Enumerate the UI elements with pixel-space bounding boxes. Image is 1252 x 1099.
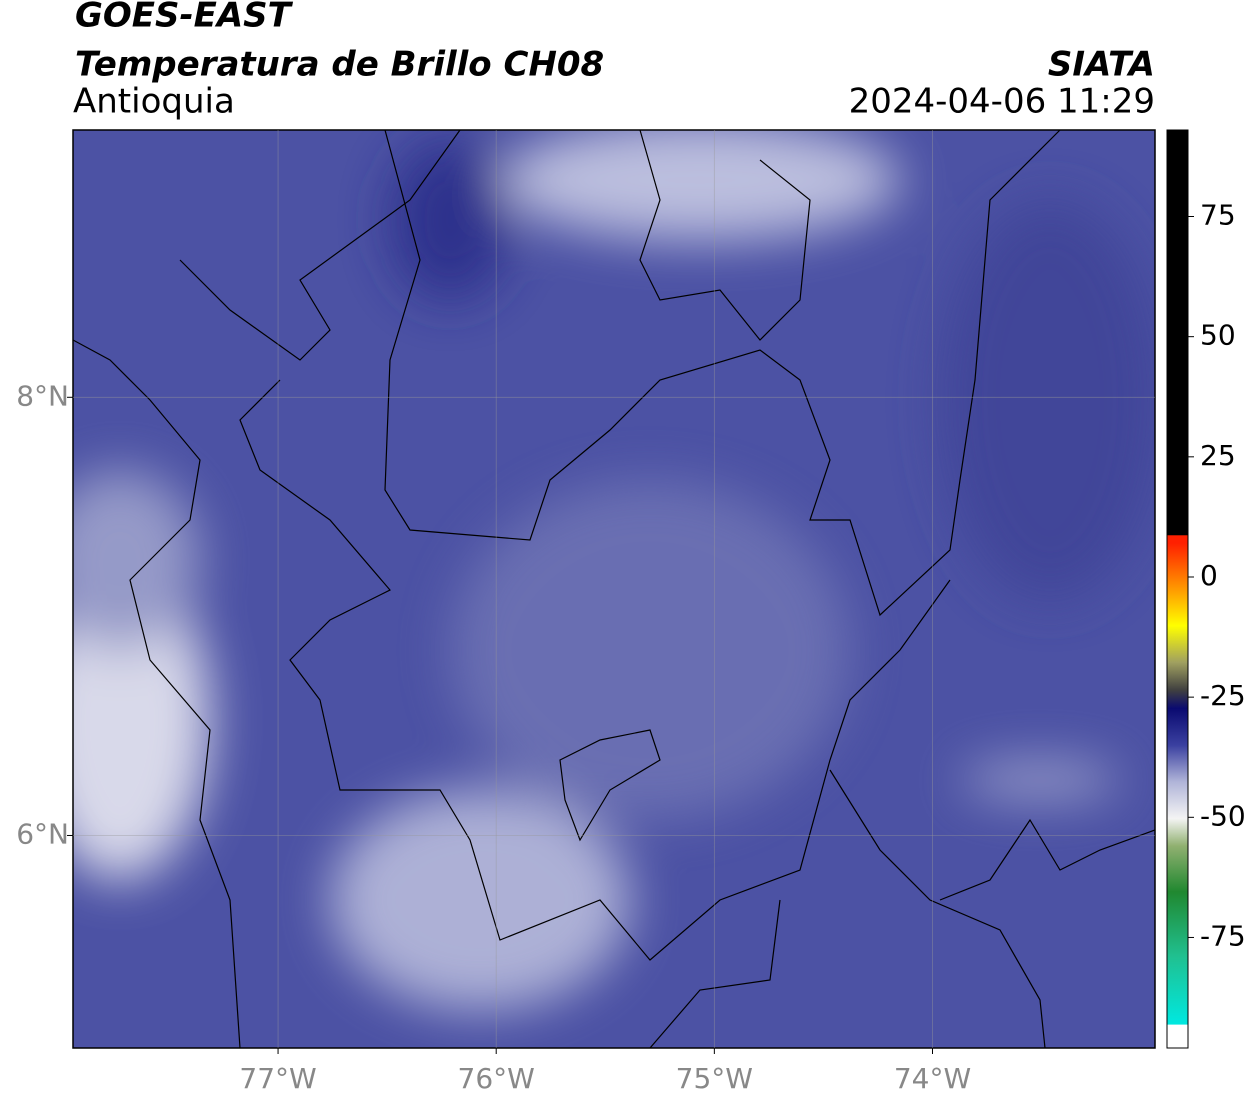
x-tick-label: 77°W — [239, 1062, 316, 1095]
title: GOES-EAST — [75, 0, 294, 36]
map-frame — [72, 129, 1156, 1049]
colorbar-tick-label: 0 — [1200, 559, 1218, 592]
x-tick-label: 74°W — [894, 1062, 971, 1095]
region: Antioquia — [73, 82, 235, 122]
colorbar-tick-label: -75 — [1200, 919, 1246, 952]
imagery — [73, 130, 1155, 1048]
y-tick-label: 8°N — [16, 379, 69, 412]
source: SIATA — [1048, 45, 1155, 85]
subtitle: Temperatura de Brillo CH08 — [75, 45, 604, 85]
datetime: 2024-04-06 11:29 — [849, 82, 1155, 122]
colorbar — [1166, 129, 1189, 1049]
x-tick-label: 76°W — [458, 1062, 535, 1095]
colorbar-tick-label: -50 — [1200, 799, 1246, 832]
y-tick-label: 6°N — [16, 817, 69, 850]
colorbar-tick-label: 75 — [1200, 199, 1236, 232]
colorbar-tick-label: 25 — [1200, 439, 1236, 472]
colorbar-tick-label: -25 — [1200, 679, 1246, 712]
colorbar-tick-label: 50 — [1200, 319, 1236, 352]
x-tick-label: 75°W — [676, 1062, 753, 1095]
